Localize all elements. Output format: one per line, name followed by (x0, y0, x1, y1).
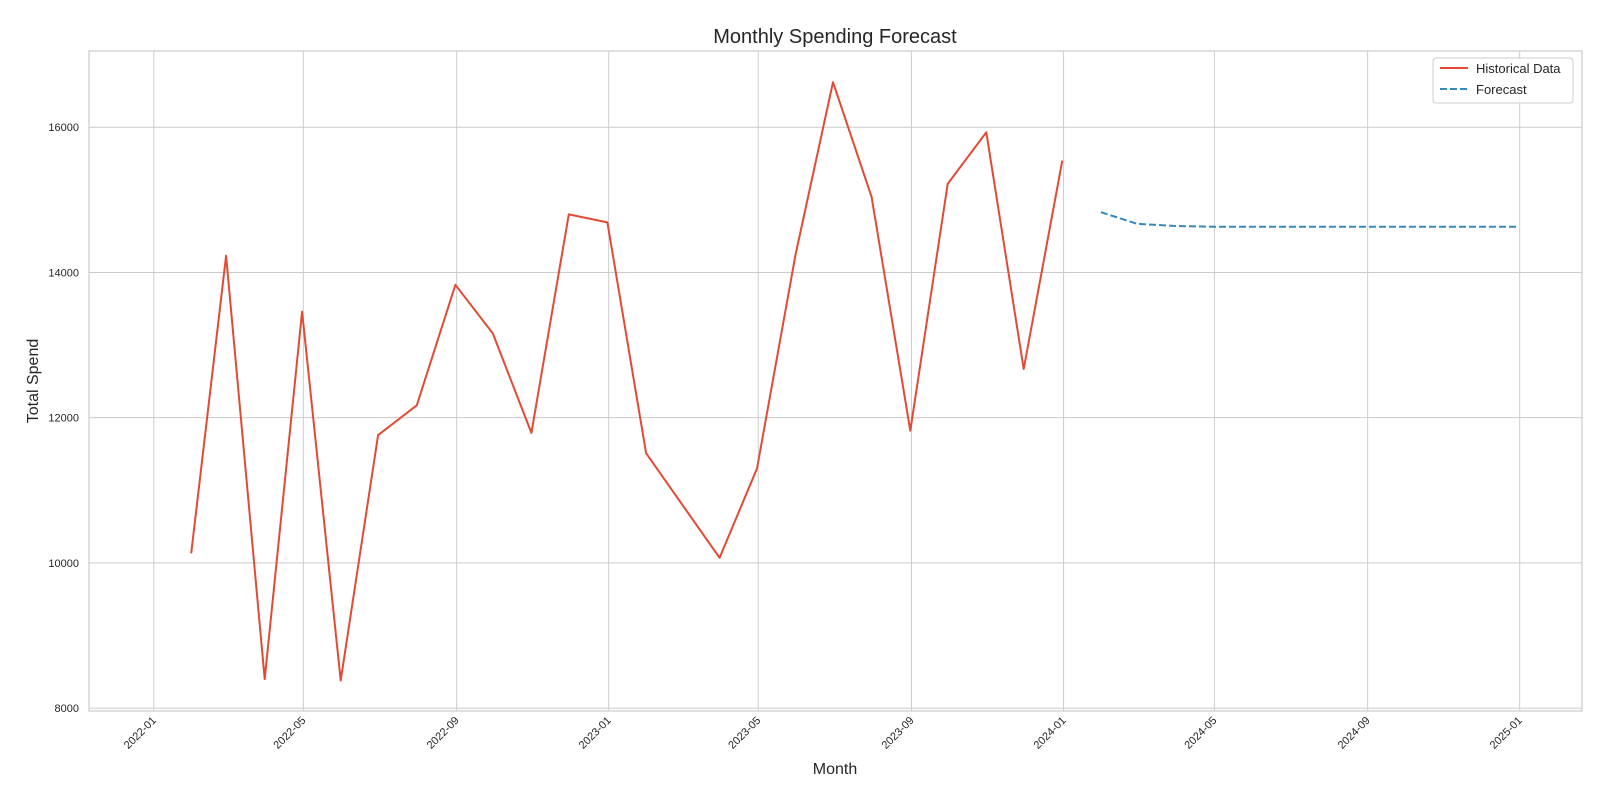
x-tick-label-2024-01: 2024-01 (1032, 715, 1069, 752)
y-axis-title: Total Spend (25, 339, 42, 424)
chart-title: Monthly Spending Forecast (713, 26, 957, 48)
legend-box (1432, 57, 1574, 104)
x-axis-title: Month (813, 761, 857, 778)
y-tick-label-16000: 16000 (48, 122, 79, 134)
legend-label-forecast: Forecast (1476, 82, 1527, 97)
x-tick-label-2022-01: 2022-01 (122, 715, 159, 752)
legend-label-historical-data: Historical Data (1476, 61, 1561, 76)
y-tick-label-14000: 14000 (48, 267, 79, 279)
plot-area-background (89, 51, 1582, 711)
y-tick-label-12000: 12000 (48, 413, 79, 425)
series-line-forecast (1100, 211, 1519, 228)
x-tick-label-2024-05: 2024-05 (1182, 715, 1219, 752)
y-tick-label-8000: 8000 (55, 703, 79, 715)
legend: Historical Data Forecast (1432, 57, 1574, 104)
x-tick-label-2022-09: 2022-09 (425, 715, 462, 752)
plot-area-border (88, 50, 1583, 712)
y-tick-label-10000: 10000 (48, 558, 79, 570)
series-line-historical-data (190, 81, 1064, 682)
x-tick-label-2025-01: 2025-01 (1488, 715, 1525, 752)
x-tick-label-2023-09: 2023-09 (880, 715, 917, 752)
grid-lines (89, 51, 1582, 711)
x-tick-label-2023-05: 2023-05 (726, 715, 763, 752)
x-tick-label-2024-09: 2024-09 (1336, 715, 1373, 752)
series-lines (190, 81, 1519, 682)
x-tick-label-2023-01: 2023-01 (577, 715, 614, 752)
x-tick-label-2022-05: 2022-05 (271, 715, 308, 752)
